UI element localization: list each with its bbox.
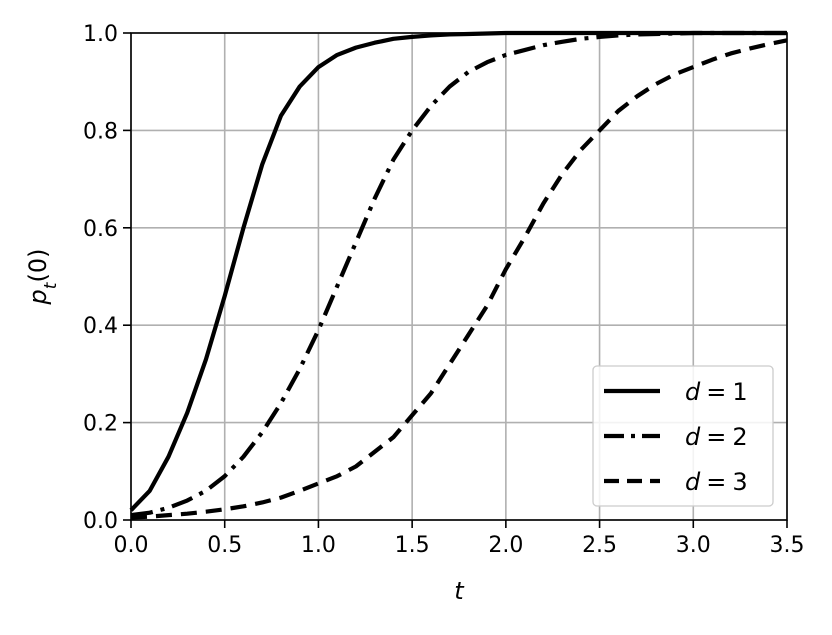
legend-variable: d [685, 423, 701, 451]
y-axis-title-main: p [24, 289, 52, 305]
legend-value: 2 [732, 423, 747, 451]
x-tick-label: 1.0 [301, 533, 336, 558]
y-tick-label: 0.2 [83, 412, 118, 437]
x-tick-label: 3.0 [676, 533, 711, 558]
tick-labels: 0.0 0.5 1.0 1.5 2.0 2.5 3.0 3.5 0.0 0.2 0.4 0.6 0.8 1… [83, 22, 805, 558]
legend-operator: = [706, 468, 726, 496]
legend-value: 1 [732, 378, 747, 406]
x-tick-label: 0.0 [114, 533, 149, 558]
legend-operator: = [706, 423, 726, 451]
legend-entries: d = 1d = 2d = 3 [604, 378, 748, 496]
legend-operator: = [706, 378, 726, 406]
legend: d = 1d = 2d = 3 [592, 365, 774, 507]
y-axis-title: pt(0) [24, 249, 61, 306]
y-tick-label: 0.6 [83, 217, 118, 242]
y-tick-label: 0.8 [83, 119, 118, 144]
legend-variable: d [685, 378, 701, 406]
x-tick-label: 3.5 [770, 533, 805, 558]
y-axis-title-subscript: t [41, 281, 61, 289]
legend-value: 3 [732, 468, 747, 496]
y-tick-label: 0.0 [83, 509, 118, 534]
legend-variable: d [685, 468, 701, 496]
legend-label-d1: d = 1 [685, 378, 748, 406]
legend-box [592, 365, 774, 507]
ticks [123, 32, 788, 528]
x-axis-title: t [454, 577, 465, 605]
plot-frame [130, 32, 788, 521]
y-tick-label: 0.4 [83, 314, 118, 339]
legend-label-d2: d = 2 [685, 423, 748, 451]
x-tick-label: 0.5 [207, 533, 242, 558]
legend-label-d3: d = 3 [685, 468, 748, 496]
y-tick-label: 1.0 [83, 22, 118, 47]
x-tick-label: 1.5 [395, 533, 430, 558]
x-tick-label: 2.0 [488, 533, 523, 558]
series-line-d3 [130, 38, 788, 520]
x-tick-label: 2.5 [582, 533, 617, 558]
y-axis-title-suffix: (0) [24, 249, 52, 283]
